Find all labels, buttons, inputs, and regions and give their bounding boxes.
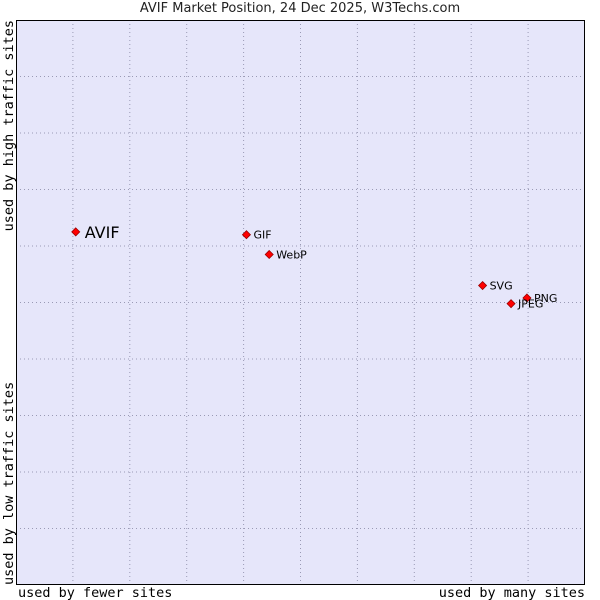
point-label: JPEG — [517, 298, 543, 311]
point-marker — [478, 280, 488, 291]
data-point-png: PNG — [522, 292, 557, 305]
grid-lines — [16, 20, 585, 585]
point-marker — [522, 293, 532, 303]
point-marker — [241, 230, 252, 240]
chart-title: AVIF Market Position, 24 Dec 2025, W3Tec… — [139, 1, 461, 16]
x-axis-label-left: used by fewer sites — [18, 585, 172, 600]
point-label: AVIF — [85, 223, 120, 242]
point-marker — [506, 299, 516, 309]
data-point-webp: WebP — [264, 248, 307, 261]
point-label: GIF — [253, 229, 271, 242]
x-axis-label-right: used by many sites — [439, 585, 585, 600]
point-label: WebP — [276, 248, 307, 261]
data-point-gif: GIF — [241, 229, 272, 242]
data-point-jpeg: JPEG — [506, 298, 543, 311]
plot-border — [16, 20, 585, 585]
data-point-avif: AVIF — [71, 223, 120, 242]
point-label: SVG — [490, 280, 513, 293]
point-marker — [264, 249, 274, 260]
y-axis-label-top: used by high traffic sites — [1, 20, 17, 231]
y-axis-label-bottom: used by low traffic sites — [1, 382, 17, 585]
data-point-svg: SVG — [478, 280, 513, 293]
point-label: PNG — [534, 292, 557, 305]
point-marker — [71, 227, 81, 237]
